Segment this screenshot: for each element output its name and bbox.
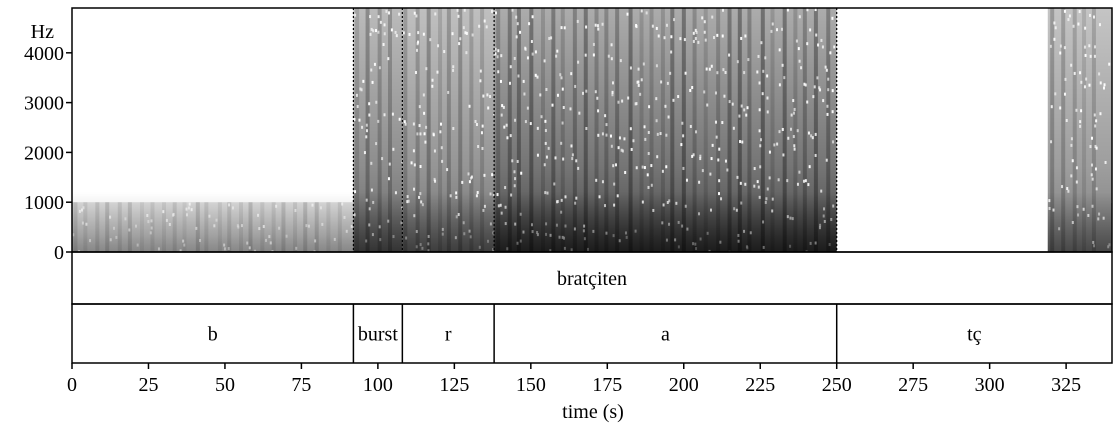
segment-tier-frame (71, 303, 1113, 364)
x-axis-label: time (s) (562, 401, 624, 423)
y-tick-label: 4000 (24, 43, 64, 65)
x-tick-label: 150 (516, 374, 546, 396)
y-axis-label: Hz (31, 21, 54, 43)
x-tick-label: 125 (439, 374, 469, 396)
x-tick-label: 175 (592, 374, 622, 396)
energy-region (402, 8, 496, 252)
y-tick-label: 1000 (24, 192, 64, 214)
interval-label: bratçiten (557, 268, 627, 290)
energy-region (494, 8, 838, 252)
y-tick-label: 3000 (24, 93, 64, 115)
x-tick-label: 75 (291, 374, 311, 396)
x-tick-label: 200 (669, 374, 699, 396)
x-tick-label: 100 (363, 374, 393, 396)
x-tick-label: 250 (822, 374, 852, 396)
x-tick-label: 0 (67, 374, 77, 396)
x-tick-label: 300 (975, 374, 1005, 396)
energy-region (353, 8, 404, 252)
spectrogram-image (72, 8, 1112, 252)
x-tick-label: 50 (215, 374, 235, 396)
energy-region (72, 192, 354, 252)
interval-label: b (208, 324, 218, 346)
interval-label: r (445, 324, 452, 346)
interval-label: a (661, 324, 670, 346)
x-tick-label: 275 (898, 374, 928, 396)
energy-region (1047, 8, 1112, 252)
y-tick-label: 0 (54, 242, 64, 264)
x-tick-label: 325 (1051, 374, 1081, 396)
x-tick-label: 25 (138, 374, 158, 396)
interval-label: burst (358, 324, 398, 346)
interval-label: tç (967, 324, 982, 346)
x-tick-label: 225 (745, 374, 775, 396)
y-tick-label: 2000 (24, 142, 64, 164)
